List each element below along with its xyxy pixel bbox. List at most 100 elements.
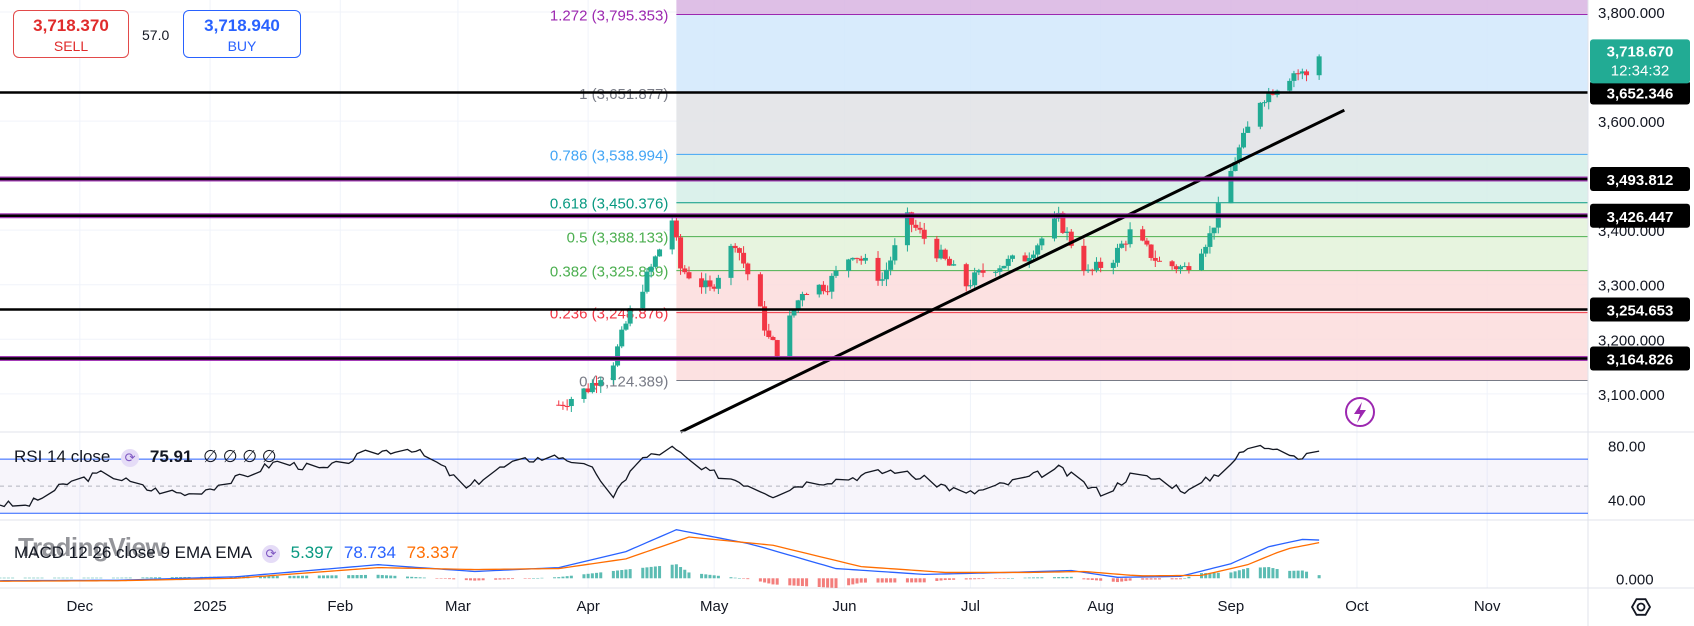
macd-histogram-bar	[1296, 570, 1300, 579]
fib-level-label: 0.382 (3,325.889)	[550, 264, 668, 281]
candle-body	[799, 294, 805, 301]
macd-histogram-bar	[473, 578, 477, 581]
macd-histogram-bar	[540, 577, 544, 579]
cycle-icon[interactable]: ⟳	[121, 448, 140, 467]
macd-histogram-bar	[1237, 570, 1241, 579]
candle-body	[581, 388, 587, 399]
macd-histogram-bar	[910, 578, 914, 583]
macd-histogram-bar	[565, 576, 569, 579]
candle-body	[673, 220, 679, 238]
macd-histogram-bar	[6, 577, 10, 579]
macd-histogram-bar	[1233, 571, 1237, 579]
macd-histogram-bar	[1157, 578, 1161, 580]
candle-body	[1035, 245, 1041, 255]
macd-histogram-bar	[82, 577, 86, 579]
sell-button[interactable]: 3,718.370 SELL	[13, 10, 129, 58]
macd-histogram-bar	[275, 576, 279, 579]
candle-body	[699, 278, 705, 288]
candle-body	[942, 249, 948, 259]
macd-histogram-bar	[36, 577, 40, 579]
lightning-icon[interactable]	[1345, 397, 1375, 427]
macd-histogram-bar	[1204, 573, 1208, 579]
macd-histogram-bar	[69, 577, 73, 579]
macd-histogram-bar	[981, 578, 985, 579]
macd-histogram-bar	[1242, 569, 1246, 579]
macd-histogram-bar	[145, 577, 149, 579]
macd-histogram-bar	[620, 570, 624, 579]
rsi-value: 75.91	[149, 447, 193, 466]
candle-body	[816, 284, 822, 295]
macd-histogram-bar	[800, 578, 804, 587]
trendline	[679, 108, 1345, 434]
macd-histogram-bar	[792, 578, 796, 586]
macd-histogram-bar	[746, 578, 750, 580]
candle-body	[1241, 132, 1247, 148]
price-tick-label: 3,100.000	[1598, 387, 1665, 404]
macd-histogram-bar	[95, 577, 99, 579]
macd-histogram-bar	[27, 577, 31, 579]
time-tick-label: May	[700, 598, 729, 615]
buy-label: BUY	[227, 38, 257, 54]
macd-histogram-bar	[2, 577, 6, 579]
macd-histogram-bar	[918, 578, 922, 583]
candle-body	[1199, 253, 1205, 270]
macd-histogram-bar	[817, 578, 821, 588]
macd-histogram-bar	[561, 576, 565, 579]
macd-histogram-bar	[393, 575, 397, 579]
candle-body	[1236, 147, 1242, 162]
candle-body	[770, 336, 776, 341]
candle-body	[1304, 71, 1310, 76]
macd-histogram-bar	[935, 578, 939, 581]
time-tick-label: Mar	[445, 598, 471, 615]
macd-histogram-bar	[628, 569, 632, 579]
macd-histogram-bar	[670, 564, 674, 579]
fib-zone	[676, 14, 1588, 93]
macd-histogram-bar	[359, 574, 363, 579]
macd-histogram-bar	[414, 577, 418, 579]
macd-histogram-bar	[1023, 577, 1027, 579]
time-tick-label: Jun	[832, 598, 856, 615]
macd-histogram-bar	[523, 578, 527, 579]
settings-icon[interactable]	[1630, 598, 1652, 616]
sell-price: 3,718.370	[33, 16, 109, 35]
macd-histogram-bar	[733, 577, 737, 579]
macd-histogram-bar	[1094, 578, 1098, 581]
macd-histogram-bar	[1115, 578, 1119, 583]
buy-button[interactable]: 3,718.940 BUY	[183, 10, 301, 58]
macd-histogram-bar	[153, 577, 157, 579]
macd-line	[0, 529, 1320, 582]
candle-body	[1140, 229, 1146, 241]
macd-histogram-bar	[111, 577, 115, 579]
macd-histogram-bar	[452, 578, 456, 580]
macd-legend[interactable]: MACD 12 26 close 9 EMA EMA ⟳ 5.397 78.73…	[14, 543, 459, 563]
macd-histogram-bar	[502, 578, 506, 580]
candle-body	[711, 286, 717, 289]
macd-histogram-bar	[384, 575, 388, 579]
macd-histogram-bar	[1120, 578, 1124, 582]
candle-body	[669, 220, 675, 250]
candle-body	[1203, 246, 1209, 254]
candle-body	[963, 264, 969, 287]
rsi-legend[interactable]: RSI 14 close ⟳ 75.91 ∅ ∅ ∅ ∅	[14, 447, 277, 467]
macd-histogram-bar	[498, 578, 502, 580]
macd-histogram-bar	[149, 577, 153, 579]
macd-histogram-bar	[641, 567, 645, 579]
candle-body	[804, 294, 810, 296]
cycle-icon[interactable]: ⟳	[261, 544, 280, 563]
macd-histogram-bar	[158, 577, 162, 579]
candle-body	[888, 260, 894, 270]
candle-body	[1299, 71, 1305, 74]
candle-body	[703, 280, 709, 288]
candle-body	[732, 245, 738, 249]
macd-histogram-bar	[557, 577, 561, 579]
candle-body	[640, 291, 646, 309]
macd-histogram-bar	[363, 574, 367, 579]
macd-histogram-bar	[1061, 576, 1065, 579]
macd-signal-value: 73.337	[406, 543, 459, 562]
price-tick-label: 3,200.000	[1598, 332, 1665, 349]
macd-histogram-bar	[380, 575, 384, 579]
fib-level-label: 0 (3,124.389)	[579, 374, 668, 391]
macd-histogram-bar	[267, 576, 271, 579]
candle-body	[1005, 258, 1011, 266]
